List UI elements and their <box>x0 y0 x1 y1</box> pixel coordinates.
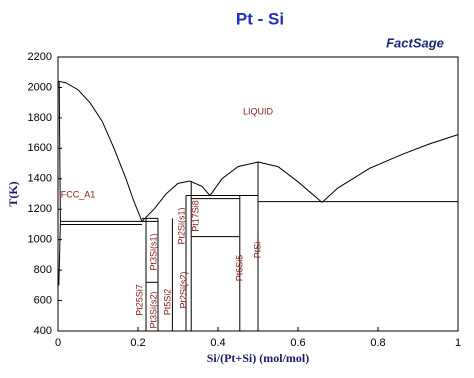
y-tick-label: 2200 <box>28 51 52 63</box>
x-tick-label: 0.4 <box>210 337 225 349</box>
phase-label: Pt2Si(s1) <box>176 207 186 244</box>
x-tick-label: 0.2 <box>130 337 145 349</box>
logo: FactSage <box>386 35 444 50</box>
phase-label: Pt3Si(s1) <box>148 233 158 270</box>
chart-title: Pt - Si <box>236 9 284 28</box>
phase-label: Pt6Si5 <box>234 255 244 282</box>
x-tick-label: 0.6 <box>290 337 305 349</box>
phase-boundary <box>209 161 323 203</box>
x-tick-label: 1 <box>455 337 461 349</box>
y-tick-label: 1400 <box>28 173 52 185</box>
phase-boundary <box>58 81 61 286</box>
y-tick-label: 2000 <box>28 81 52 93</box>
phase-boundary <box>141 180 211 222</box>
y-tick-label: 600 <box>34 294 52 306</box>
y-tick-label: 1800 <box>28 112 52 124</box>
y-tick-label: 400 <box>34 325 52 337</box>
phase-label: Pt2Si(s2) <box>178 271 188 308</box>
phase-boundary <box>57 80 143 222</box>
phase-label: LIQUID <box>243 106 274 116</box>
x-axis-label: Si/(Pt+Si) (mol/mol) <box>207 351 310 365</box>
phase-label: Pt5Si2 <box>162 289 172 316</box>
phase-label: FCC_A1 <box>61 189 96 199</box>
y-tick-label: 1600 <box>28 142 52 154</box>
phase-label: PtSi <box>252 242 262 259</box>
y-tick-label: 1200 <box>28 203 52 215</box>
y-tick-label: 800 <box>34 264 52 276</box>
phase-label: Pt3Si(s2) <box>148 291 158 328</box>
phase-boundary <box>321 134 459 203</box>
x-tick-label: 0 <box>55 337 61 349</box>
y-tick-label: 1000 <box>28 234 52 246</box>
phase-label: Pt17Si8 <box>190 200 200 232</box>
x-tick-label: 0.8 <box>370 337 385 349</box>
phase-label: Pt25Si7 <box>134 284 144 316</box>
y-axis-label: T(K) <box>6 181 20 206</box>
